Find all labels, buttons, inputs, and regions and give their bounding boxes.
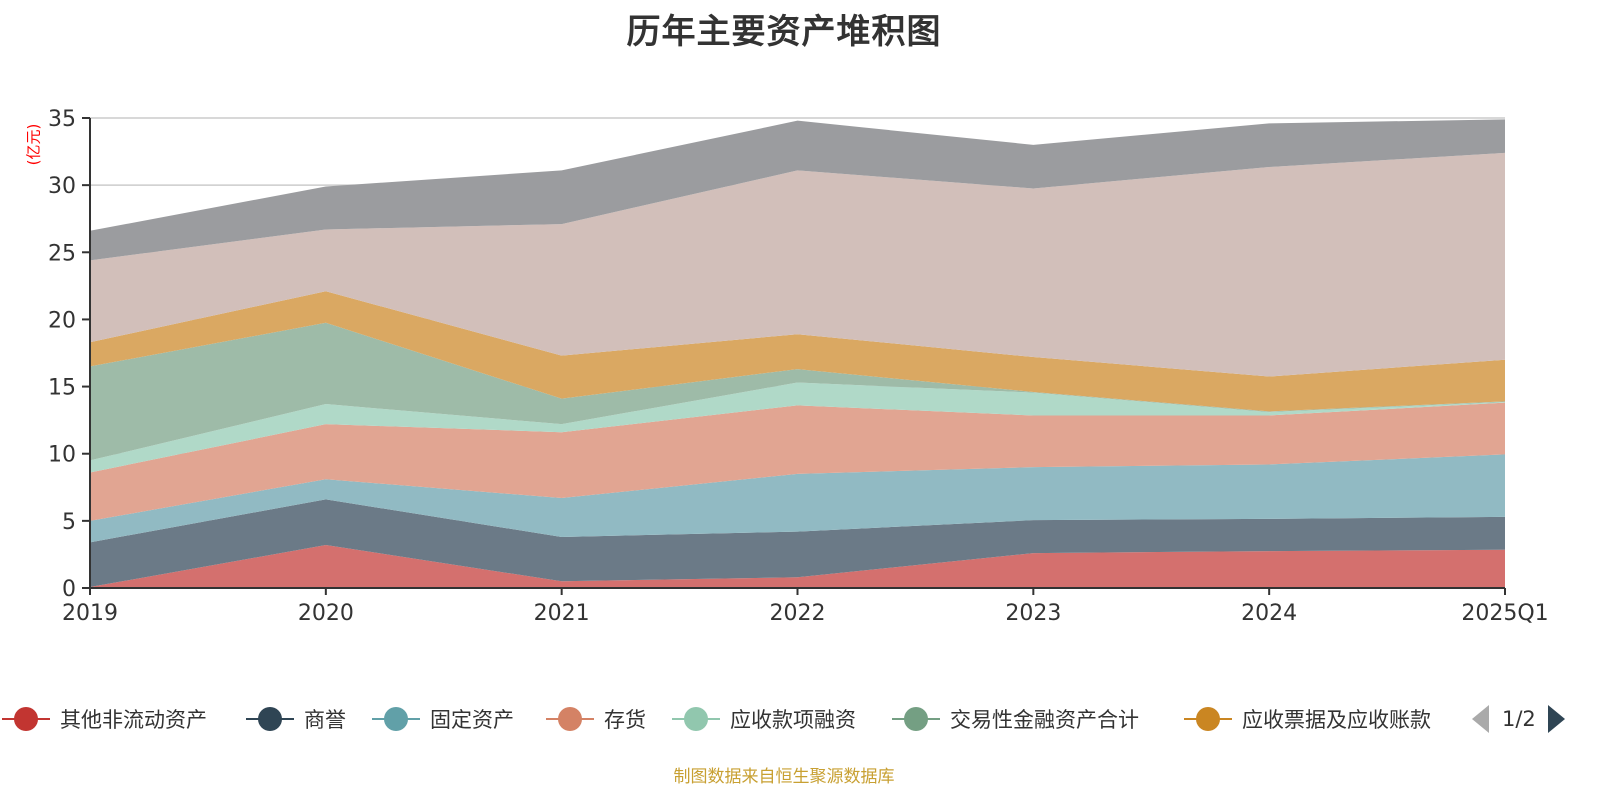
- y-tick-label: 10: [48, 443, 76, 468]
- legend-marker-icon: [672, 707, 720, 731]
- triangle-left-icon[interactable]: [1472, 705, 1489, 733]
- y-axis: 0 5 10 15 20 25 30 35: [48, 107, 91, 602]
- y-tick-label: 35: [48, 107, 76, 132]
- stacked-areas: [90, 119, 1505, 588]
- x-tick-label: 2024: [1241, 601, 1297, 626]
- y-tick-label: 0: [62, 577, 76, 602]
- area-series-0[interactable]: [90, 545, 1505, 588]
- legend-marker-icon: [1184, 707, 1232, 731]
- chart-title: 历年主要资产堆积图: [626, 12, 942, 52]
- legend-item[interactable]: 存货: [546, 701, 646, 737]
- legend-item[interactable]: 应收款项融资: [672, 701, 856, 737]
- legend-marker-icon: [246, 707, 294, 731]
- legend-item[interactable]: 应收票据及应收账款: [1184, 701, 1431, 737]
- x-axis: 2019 2020 2021 2022 2023 2024 2025Q1: [62, 587, 1549, 626]
- legend-pager: 1/2: [1472, 704, 1565, 734]
- legend-label: 交易性金融资产合计: [950, 708, 1139, 732]
- area-series-6[interactable]: [90, 291, 1505, 412]
- x-tick-label: 2025Q1: [1461, 601, 1548, 626]
- legend-label: 应收款项融资: [730, 708, 856, 732]
- legend-item[interactable]: 其他非流动资产: [2, 701, 207, 737]
- y-tick-label: 25: [48, 241, 76, 266]
- y-tick-label: 30: [48, 174, 76, 199]
- legend-marker-icon: [372, 707, 420, 731]
- area-series-4[interactable]: [90, 382, 1505, 473]
- legend-item[interactable]: 交易性金融资产合计: [892, 701, 1139, 737]
- x-tick-label: 2020: [298, 601, 354, 626]
- legend-marker-icon: [546, 707, 594, 731]
- triangle-right-icon[interactable]: [1547, 705, 1565, 733]
- legend: 其他非流动资产 商誉 固定资产 存货 应收款项融资 交易性金融资产合计 应收票据及应收账款: [0, 701, 1600, 737]
- area-series-3[interactable]: [90, 402, 1505, 521]
- area-series-1[interactable]: [90, 499, 1505, 588]
- data-source-note: 制图数据来自恒生聚源数据库: [673, 767, 895, 787]
- legend-label: 应收票据及应收账款: [1242, 708, 1431, 732]
- x-tick-label: 2023: [1005, 601, 1061, 626]
- legend-item[interactable]: 固定资产: [372, 701, 514, 737]
- area-series-5[interactable]: [90, 322, 1505, 461]
- legend-label: 固定资产: [430, 708, 514, 732]
- y-tick-label: 5: [62, 510, 76, 535]
- legend-label: 商誉: [304, 708, 346, 732]
- legend-marker-icon: [2, 707, 50, 731]
- area-series-8[interactable]: [90, 119, 1505, 261]
- legend-page-indicator: 1/2: [1502, 707, 1536, 731]
- area-series-7[interactable]: [90, 152, 1505, 377]
- area-series-2[interactable]: [90, 454, 1505, 543]
- x-tick-label: 2022: [770, 601, 826, 626]
- legend-label: 其他非流动资产: [60, 708, 207, 732]
- legend-marker-icon: [892, 707, 940, 731]
- legend-item[interactable]: 商誉: [246, 701, 346, 737]
- y-tick-label: 15: [48, 376, 76, 401]
- x-tick-label: 2019: [62, 601, 118, 626]
- y-tick-label: 20: [48, 308, 76, 333]
- legend-label: 存货: [604, 708, 646, 732]
- x-tick-label: 2021: [534, 601, 590, 626]
